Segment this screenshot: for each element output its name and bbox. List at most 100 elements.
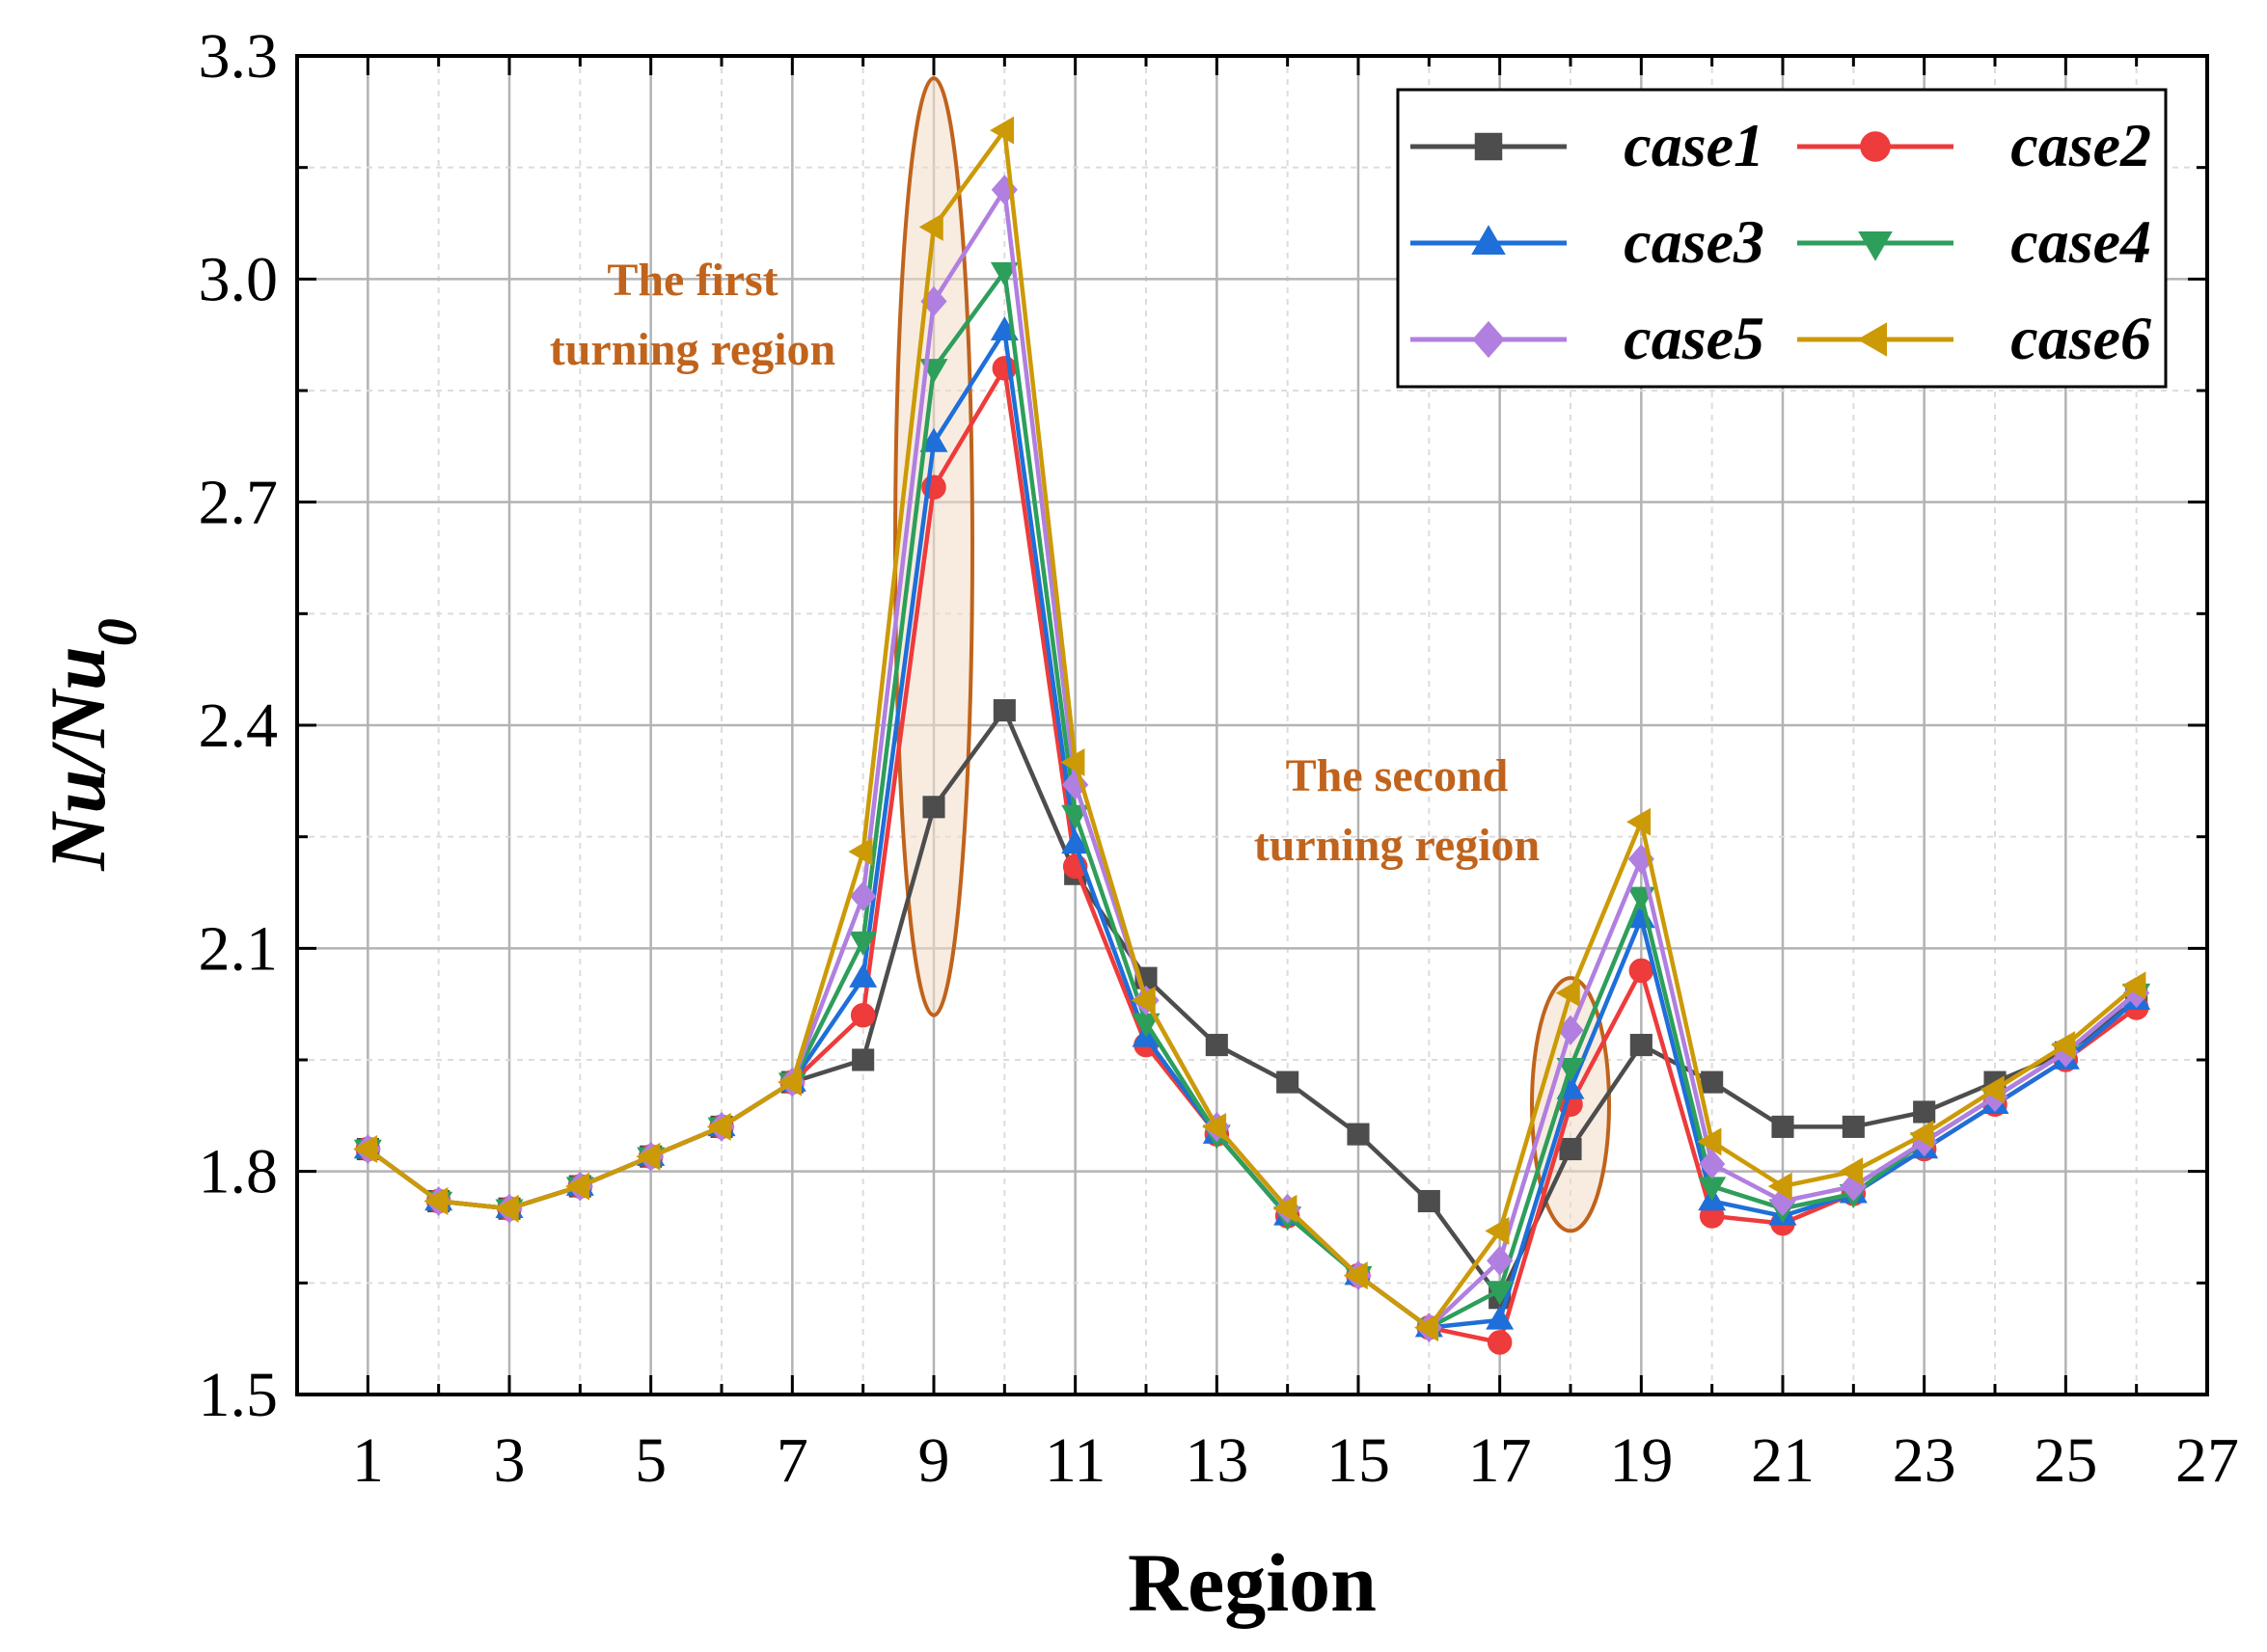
legend-item-case1: case1 — [1410, 111, 1764, 179]
x-tick-label: 1 — [352, 1425, 384, 1496]
data-point-triangle-left — [1414, 1313, 1439, 1342]
series-line-case2 — [366, 366, 2139, 1345]
data-point-square — [1205, 1034, 1228, 1057]
y-tick-label: 2.1 — [199, 913, 279, 984]
data-point-triangle-left — [1909, 1120, 1934, 1149]
x-tick-label: 19 — [1609, 1425, 1673, 1496]
legend-item-case4: case4 — [1797, 207, 2151, 276]
legend-label: case3 — [1624, 207, 1764, 276]
y-tick-label: 2.4 — [199, 691, 279, 761]
data-point-triangle-down — [1556, 1057, 1585, 1083]
series-case3 — [353, 316, 2151, 1338]
data-point-square — [1913, 1100, 1936, 1124]
y-axis-title-subscript: 0 — [86, 618, 149, 646]
data-point-triangle-up — [1061, 829, 1090, 854]
x-tick-label: 5 — [635, 1425, 667, 1496]
data-point-diamond — [1472, 320, 1505, 359]
legend-label: case6 — [2010, 304, 2151, 372]
data-point-square — [1629, 1034, 1652, 1057]
y-tick-label: 3.3 — [199, 21, 279, 92]
data-point-triangle-up — [849, 962, 878, 988]
data-point-circle — [1628, 958, 1654, 984]
data-point-triangle-left — [706, 1112, 731, 1141]
data-point-triangle-left — [353, 1135, 378, 1164]
data-point-triangle-left — [1131, 986, 1156, 1015]
legend-item-case6: case6 — [1797, 304, 2151, 372]
data-point-triangle-left — [1202, 1112, 1227, 1141]
axes: 1 3 5 7 9 11 13 15 17 19 21 23 25 271.51.82.12.42.73.… — [199, 21, 2240, 1496]
series-case2 — [355, 356, 2149, 1355]
legend: case1 case2 case3 case4 case5 case6 — [1396, 88, 2168, 389]
x-axis-title: Region — [1128, 1536, 1377, 1629]
data-point-square — [922, 796, 945, 819]
data-point-triangle-left — [423, 1187, 449, 1216]
x-tick-label: 21 — [1751, 1425, 1815, 1496]
series-line-case1 — [366, 708, 2139, 1301]
x-tick-label: 13 — [1185, 1425, 1248, 1496]
data-point-triangle-up — [919, 427, 948, 452]
data-point-triangle-left — [778, 1068, 803, 1097]
x-tick-label: 23 — [1893, 1425, 1956, 1496]
annotation-label-line: turning region — [550, 324, 835, 375]
data-point-triangle-left — [2051, 1031, 2076, 1060]
data-point-square — [993, 699, 1016, 722]
data-point-triangle-down — [1061, 804, 1090, 829]
annotation-labels: The first turning region The second turning… — [550, 255, 1540, 871]
data-point-triangle-left — [1697, 1127, 1722, 1156]
series-line-case6 — [366, 127, 2139, 1330]
data-point-square — [1417, 1189, 1440, 1213]
data-point-circle — [850, 1002, 876, 1028]
data-point-triangle-left — [636, 1142, 661, 1171]
data-point-triangle-down — [1486, 1281, 1515, 1306]
y-axis-title: Nu/Nu0 — [34, 618, 149, 871]
legend-items: case1 case2 case3 case4 case5 case6 — [1410, 111, 2151, 372]
data-point-diamond — [1487, 1245, 1514, 1276]
data-point-triangle-left — [2121, 971, 2146, 1000]
data-point-square — [1474, 132, 1503, 161]
data-point-square — [852, 1048, 875, 1071]
x-tick-label: 15 — [1326, 1425, 1390, 1496]
x-tick-label: 9 — [918, 1425, 950, 1496]
data-point-triangle-left — [1980, 1075, 2005, 1104]
data-point-triangle-left — [1857, 322, 1887, 357]
legend-label: case5 — [1624, 304, 1764, 372]
data-point-triangle-left — [1060, 748, 1085, 777]
data-point-triangle-down — [1858, 231, 1893, 261]
x-tick-label: 17 — [1468, 1425, 1532, 1496]
x-tick-label: 25 — [2034, 1425, 2097, 1496]
data-point-triangle-left — [1839, 1157, 1864, 1186]
data-point-triangle-left — [848, 837, 873, 866]
data-point-diamond — [1699, 1149, 1726, 1179]
data-point-triangle-up — [1471, 225, 1506, 255]
legend-item-case5: case5 — [1410, 304, 1764, 372]
data-point-triangle-left — [1555, 979, 1580, 1008]
data-point-triangle-left — [1767, 1172, 1792, 1201]
y-tick-label: 1.8 — [199, 1137, 279, 1207]
series-case6 — [353, 116, 2146, 1342]
y-tick-label: 3.0 — [199, 244, 279, 314]
legend-label: case4 — [2010, 207, 2151, 276]
annotation-label-line: The second — [1286, 750, 1509, 801]
legend-item-case2: case2 — [1797, 111, 2151, 179]
y-axis-title-base: Nu/Nu — [34, 646, 122, 871]
data-point-triangle-up — [1486, 1305, 1515, 1330]
data-point-square — [1347, 1123, 1370, 1146]
data-point-diamond — [850, 880, 877, 911]
x-tick-label: 27 — [2175, 1425, 2239, 1496]
data-point-square — [1842, 1115, 1865, 1138]
data-point-square — [1559, 1137, 1582, 1161]
series-case1 — [356, 699, 2148, 1310]
y-tick-label: 1.5 — [199, 1360, 279, 1430]
y-tick-label: 2.7 — [199, 468, 279, 538]
data-point-triangle-left — [494, 1194, 519, 1223]
data-point-triangle-left — [1343, 1261, 1368, 1290]
annotation-label-line: The first — [607, 255, 778, 306]
data-point-triangle-left — [990, 116, 1015, 145]
data-point-square — [1771, 1115, 1794, 1138]
x-tick-label: 3 — [494, 1425, 526, 1496]
data-point-square — [1701, 1070, 1724, 1094]
legend-item-case3: case3 — [1410, 207, 1764, 276]
data-point-triangle-left — [918, 212, 943, 241]
data-point-triangle-left — [1485, 1216, 1510, 1245]
